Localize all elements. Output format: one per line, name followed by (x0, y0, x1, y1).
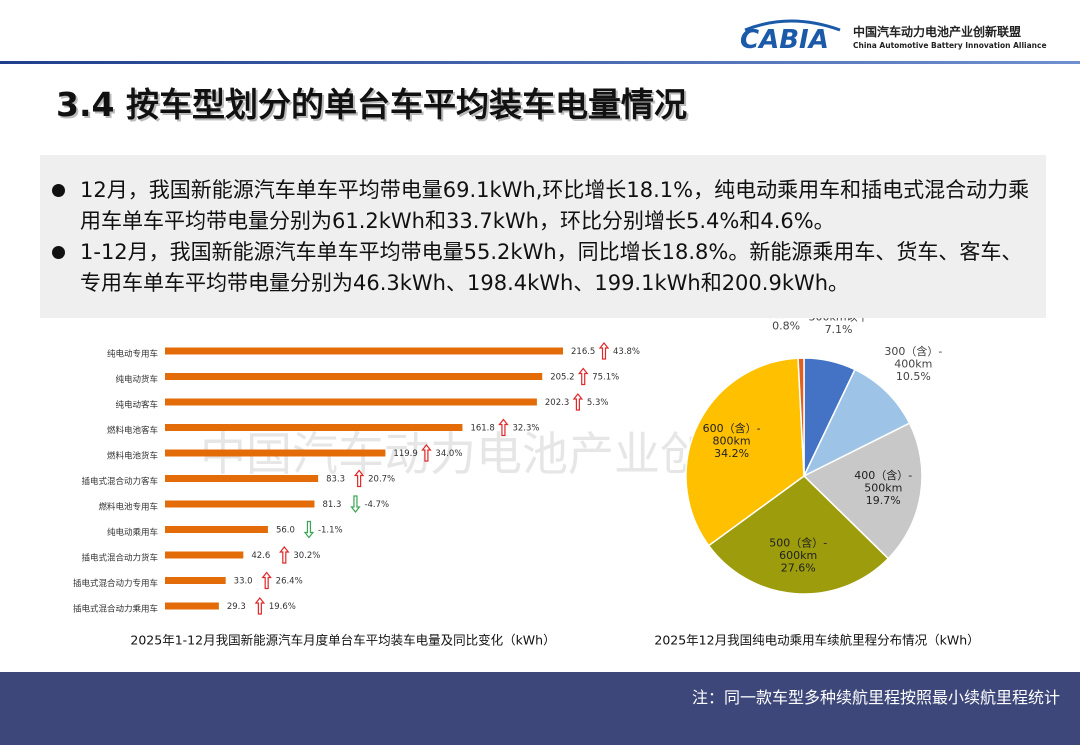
slice-label: 500km (864, 481, 902, 494)
change-label: -4.7% (364, 500, 389, 510)
pie-slice (797, 357, 805, 477)
change-arrow (577, 367, 589, 386)
category-label: 纯电动乘用车 (107, 527, 158, 538)
change-label: 30.2% (293, 551, 320, 561)
slice-label: 800km (713, 434, 751, 447)
alliance-en: China Automotive Battery Innovation Alli… (853, 41, 1047, 50)
alliance-cn: 中国汽车动力电池产业创新联盟 (853, 24, 1021, 39)
header-line (0, 61, 1080, 64)
value-label: 42.6 (251, 551, 270, 561)
value-label: 83.3 (326, 475, 345, 485)
change-arrow (254, 597, 266, 615)
title: 3.4 按车型划分的单台车平均装车电量情况 (56, 85, 687, 124)
slice-value: 7.1% (825, 323, 853, 336)
change-arrow (261, 571, 272, 590)
bar (165, 347, 563, 355)
change-arrow (350, 495, 361, 513)
pie-slice (707, 475, 890, 595)
value-label: 205.2 (550, 373, 574, 383)
bar (165, 602, 219, 610)
category-label: 纯电动专用车 (107, 349, 158, 360)
pie-slice (685, 357, 805, 547)
bar (165, 500, 315, 508)
category-label: 纯电动客车 (115, 400, 158, 411)
bar (165, 551, 244, 559)
change-label: 20.7% (368, 475, 395, 485)
slice-label: 600（含）- (703, 421, 761, 435)
chart-title: 2025年12月我国纯电动乘用车续航里程分布情况（kWh） (654, 633, 979, 648)
logo: CABIA (740, 25, 829, 55)
charts: 2025年1-12月我国新能源汽车月度单台车平均装车电量及同比变化（kWh） 纯电… (73, 307, 980, 648)
category-label: 燃料电池货车 (107, 451, 158, 462)
change-label: 34.0% (435, 449, 462, 459)
pie-slice (802, 422, 923, 560)
change-label: 43.8% (613, 347, 640, 357)
pie-slice (802, 368, 911, 478)
slice-value: 10.5% (896, 370, 931, 383)
bar (165, 398, 537, 406)
bar (165, 475, 319, 482)
chart-title: 2025年1-12月我国新能源汽车月度单台车平均装车电量及同比变化（kWh） (130, 633, 555, 648)
category-label: 燃料电池专用车 (98, 502, 158, 513)
slice-value: 19.7% (866, 494, 901, 507)
bullet-box: 12月，我国新能源汽车单车平均带电量69.1kWh,环比增长18.1%，纯电动乘… (40, 155, 1046, 318)
footer: 注：同一款车型多种续航里程按照最小续航里程统计 (0, 672, 1080, 745)
slice-value: 27.6% (781, 562, 816, 575)
change-label: 26.4% (276, 577, 303, 587)
footnote: 注：同一款车型多种续航里程按照最小续航里程统计 (691, 688, 1060, 707)
category-label: 燃料电池客车 (107, 425, 158, 436)
change-arrow (353, 469, 365, 488)
category-label: 插电式混合动力货车 (81, 553, 158, 564)
value-label: 161.8 (470, 424, 494, 434)
logo-arc (744, 19, 841, 32)
change-label: 19.6% (269, 602, 296, 612)
change-arrow (598, 342, 610, 360)
bar (165, 373, 543, 380)
change-label: -1.1% (318, 526, 343, 536)
change-label: 32.3% (512, 424, 539, 434)
category-label: 插电式混合动力专用车 (73, 578, 158, 589)
bar (165, 526, 268, 533)
slice-label: 400km (894, 358, 932, 371)
change-arrow (421, 444, 432, 462)
slice-value: 34.2% (714, 447, 749, 460)
value-label: 202.3 (545, 398, 569, 408)
change-arrow (572, 393, 584, 411)
slice-label: 400（含）- (854, 468, 912, 482)
value-label: 81.3 (322, 500, 341, 510)
category-label: 纯电动货车 (115, 374, 158, 385)
category-label: 插电式混合动力客车 (81, 476, 158, 487)
change-arrow (303, 520, 315, 539)
bar (165, 449, 386, 457)
value-label: 216.5 (571, 347, 595, 357)
slice-value: 0.8% (772, 319, 800, 332)
slice-label: 600km (779, 549, 817, 562)
bullet: 12月，我国新能源汽车单车平均带电量69.1kWh,环比增长18.1%，纯电动乘… (52, 175, 1032, 237)
change-arrow (279, 546, 290, 564)
bar (165, 577, 226, 584)
value-label: 119.9 (393, 449, 417, 459)
value-label: 29.3 (227, 602, 246, 612)
change-label: 5.3% (587, 398, 609, 408)
value-label: 33.0 (234, 577, 253, 587)
category-label: 插电式混合动力乘用车 (73, 604, 158, 615)
slice-label: 500（含）- (769, 536, 827, 550)
change-arrow (498, 418, 509, 437)
value-label: 56.0 (276, 526, 295, 536)
title-shadow: 3.4 按车型划分的单台车平均装车电量情况 (58, 87, 689, 126)
change-label: 75.1% (592, 373, 619, 383)
bullet: 1-12月，我国新能源汽车单车平均带电量55.2kWh，同比增长18.8%。新能… (52, 237, 1032, 299)
bar (165, 424, 463, 431)
slice-label: 300（含）- (884, 344, 942, 358)
